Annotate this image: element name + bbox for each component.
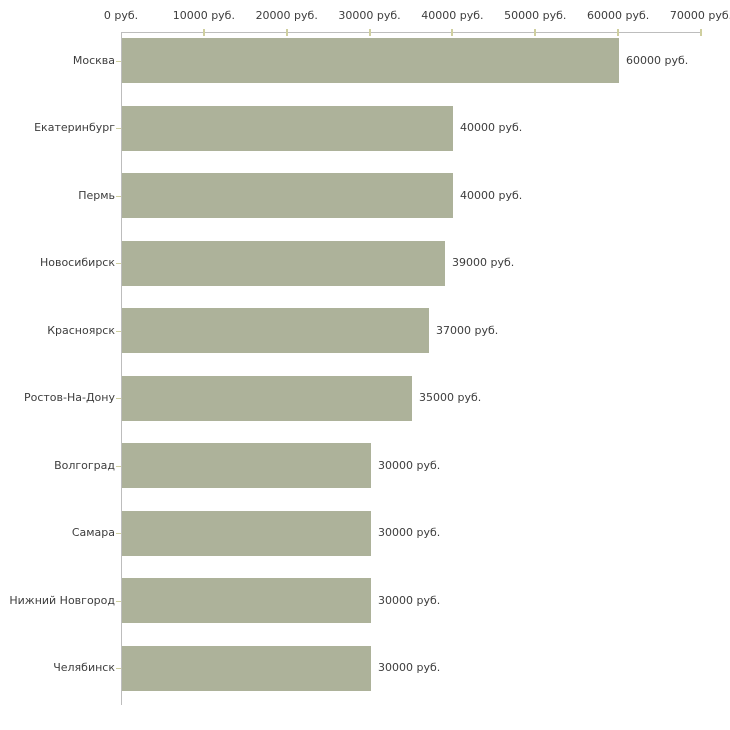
category-label: Нижний Новгород (9, 593, 115, 607)
bar (122, 645, 371, 691)
category-label: Пермь (78, 188, 115, 202)
y-axis-tick (116, 195, 121, 197)
bar (122, 443, 371, 488)
x-axis-tick-label: 70000 руб. (669, 9, 730, 22)
x-axis-tick (368, 29, 371, 36)
category-label: Волгоград (54, 458, 115, 472)
category-label: Челябинск (53, 661, 115, 674)
bar (122, 308, 429, 353)
value-label: 30000 руб. (378, 593, 441, 607)
value-label: 39000 руб. (452, 256, 515, 269)
y-axis-tick (116, 128, 121, 129)
value-label: 35000 руб. (419, 391, 482, 404)
y-axis-tick (116, 465, 121, 467)
value-label: 60000 руб. (626, 53, 689, 67)
x-axis-tick (534, 29, 537, 36)
category-label: Новосибирск (39, 256, 115, 269)
bar (122, 510, 371, 556)
x-axis-tick (451, 29, 454, 36)
y-axis-tick (116, 533, 121, 534)
bar (122, 105, 453, 151)
x-axis-tick-label: 0 руб. (103, 9, 139, 22)
x-axis-tick (285, 29, 288, 36)
x-axis-tick-label: 50000 руб. (504, 9, 567, 22)
x-axis-tick-label: 10000 руб. (172, 9, 235, 22)
category-label: Красноярск (47, 323, 115, 337)
x-axis-tick (700, 29, 702, 36)
x-axis-line (121, 32, 702, 33)
x-axis-tick-label: 20000 руб. (255, 9, 318, 22)
category-label: Самара (71, 526, 115, 539)
x-axis-tick-label: 60000 руб. (587, 9, 650, 22)
value-label: 37000 руб. (436, 323, 499, 337)
category-label: Москва (72, 53, 115, 67)
x-axis-tick-label: 30000 руб. (338, 9, 401, 22)
x-axis-tick-label: 40000 руб. (421, 9, 484, 22)
bar (122, 240, 445, 286)
category-label: Екатеринбург (34, 121, 115, 134)
y-axis-tick (116, 60, 121, 62)
value-label: 40000 руб. (460, 121, 523, 134)
bar (122, 173, 453, 218)
value-label: 30000 руб. (378, 458, 441, 472)
value-label: 30000 руб. (378, 661, 441, 674)
value-label: 40000 руб. (460, 188, 523, 202)
y-axis-line (121, 32, 122, 705)
y-axis-tick (116, 668, 121, 669)
x-axis-tick (617, 29, 620, 36)
x-axis-tick (202, 29, 205, 36)
y-axis-tick (116, 330, 121, 332)
bar (122, 38, 619, 83)
y-axis-tick (116, 263, 121, 264)
y-axis-tick (116, 398, 121, 399)
value-label: 30000 руб. (378, 526, 441, 539)
bar (122, 578, 371, 623)
y-axis-tick (116, 600, 121, 602)
category-label: Ростов-На-Дону (23, 391, 115, 404)
bar (122, 375, 412, 421)
